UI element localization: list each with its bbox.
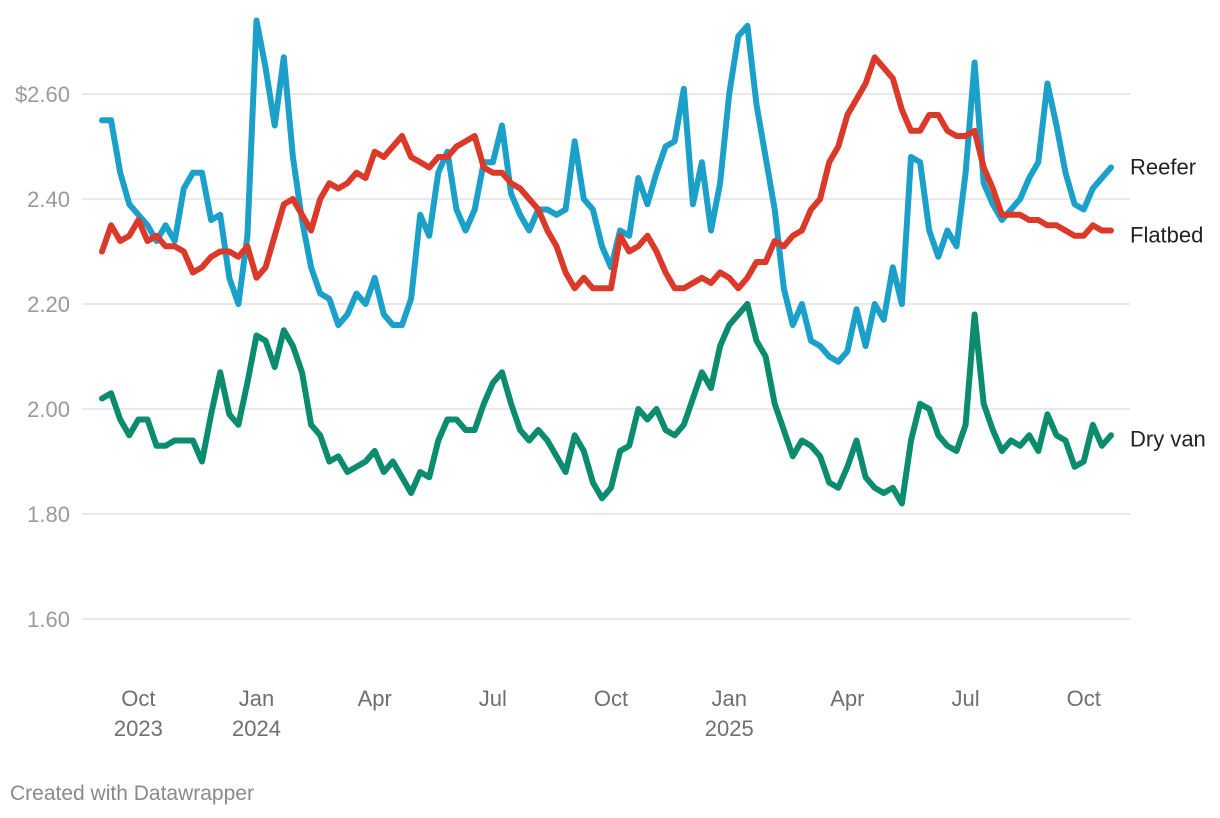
x-tick-year-label: 2024 [232, 716, 281, 741]
x-tick-label: Jan [711, 686, 746, 711]
y-tick-label: 1.60 [27, 607, 70, 632]
x-tick-label: Oct [594, 686, 628, 711]
flatbed-line [99, 54, 1114, 292]
flatbed-label: Flatbed [1130, 223, 1203, 248]
y-tick-label: 2.00 [27, 397, 70, 422]
dry-van-line [99, 301, 1114, 507]
reefer-line [99, 17, 1114, 365]
x-tick-label: Oct [1067, 686, 1101, 711]
y-tick-label: 2.20 [27, 292, 70, 317]
x-axis-tick-labels: Oct 2023 Jan 2024 Apr Jul Oct Jan 2025 Apr Jul Oct [114, 686, 1101, 741]
x-tick-year-label: 2023 [114, 716, 163, 741]
x-tick-label: Apr [358, 686, 392, 711]
x-tick-year-label: 2025 [705, 716, 754, 741]
x-tick-label: Jul [479, 686, 507, 711]
reefer-label: Reefer [1130, 155, 1196, 180]
y-axis-tick-labels: $2.60 2.40 2.20 2.00 1.80 1.60 [15, 82, 70, 632]
x-tick-label: Apr [830, 686, 864, 711]
x-tick-label: Oct [121, 686, 155, 711]
x-tick-label: Jul [951, 686, 979, 711]
series-lines [99, 17, 1114, 507]
y-tick-label: 2.40 [27, 187, 70, 212]
y-tick-label: $2.60 [15, 82, 70, 107]
series-labels: Reefer Flatbed Dry van [1130, 155, 1206, 452]
y-tick-label: 1.80 [27, 502, 70, 527]
dry-van-label: Dry van [1130, 426, 1206, 451]
x-tick-label: Jan [239, 686, 274, 711]
gridlines [82, 93, 1130, 620]
datawrapper-credit: Created with Datawrapper [10, 782, 254, 805]
